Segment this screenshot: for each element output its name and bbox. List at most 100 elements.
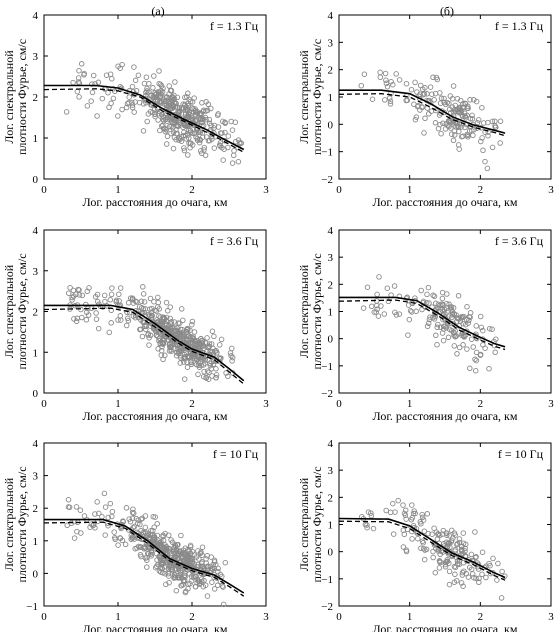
data-point (144, 564, 150, 570)
data-point (432, 90, 439, 97)
x-tick-label: 2 (478, 611, 484, 623)
data-point (109, 285, 115, 291)
data-point (94, 291, 101, 298)
data-point (211, 122, 218, 129)
chart-panel-a2: 0 1 2 3 4 0 1 2 3 Лог. расстояния до очага, км Лог… (2, 225, 269, 423)
data-point (160, 533, 166, 540)
data-point (198, 362, 204, 369)
data-point (440, 120, 446, 127)
data-point (117, 285, 124, 291)
data-point (420, 91, 427, 98)
data-point (189, 321, 195, 328)
chart-panel-b1: −2 −1 0 1 2 3 4 0 1 2 3 Лог. расстояния до очага, к… (297, 10, 554, 209)
x-tick-label: 0 (336, 184, 342, 196)
data-point (172, 550, 179, 557)
x-tick-label: 0 (41, 398, 47, 410)
data-point (156, 80, 162, 87)
data-point (482, 158, 488, 165)
data-point (183, 328, 190, 335)
data-point (73, 504, 80, 510)
data-point (455, 293, 462, 299)
data-point (179, 575, 185, 581)
x-axis-label: Лог. расстояния до очага, км (83, 622, 228, 632)
data-point (438, 548, 445, 554)
data-point (101, 490, 108, 497)
data-point (79, 292, 86, 299)
data-point (215, 111, 221, 117)
data-point (489, 118, 496, 125)
data-point (168, 537, 174, 543)
data-point (489, 326, 495, 332)
data-point (155, 117, 161, 123)
x-tick-label: 1 (115, 398, 121, 410)
data-point (495, 560, 501, 567)
data-point (89, 89, 96, 96)
data-point (156, 320, 163, 327)
data-point (395, 497, 401, 504)
panel-header-b: (б) (440, 4, 454, 18)
data-point (483, 574, 489, 581)
x-axis-label: Лог. расстояния до очага, км (373, 195, 518, 209)
data-point (230, 152, 237, 159)
data-point (173, 554, 179, 560)
data-point (197, 136, 203, 143)
data-point (390, 81, 396, 88)
data-point (155, 333, 161, 340)
y-tick-label: 0 (328, 334, 334, 346)
data-point (209, 328, 216, 334)
data-point (490, 555, 496, 562)
data-point (403, 516, 409, 522)
data-point (217, 142, 223, 148)
data-point (170, 125, 176, 131)
data-point (139, 333, 146, 340)
y-tick-label: 1 (33, 347, 39, 359)
y-tick-label: −2 (321, 388, 333, 400)
data-point (460, 101, 466, 107)
data-point (108, 320, 114, 326)
data-point (382, 97, 388, 103)
data-point (498, 595, 505, 601)
data-point (422, 115, 428, 122)
data-point (409, 309, 415, 315)
data-point (360, 305, 367, 311)
data-point (211, 333, 217, 340)
data-point (131, 109, 137, 115)
data-point (410, 510, 417, 517)
data-point (466, 317, 472, 323)
data-point (464, 303, 470, 310)
data-point (160, 336, 166, 342)
y-axis-label: плотности Фурье, см/с (310, 253, 324, 369)
data-point (204, 566, 211, 573)
data-point (229, 127, 236, 133)
data-point (193, 109, 199, 115)
data-point (214, 582, 221, 589)
data-point (144, 557, 150, 563)
data-point (426, 300, 432, 306)
data-point (137, 544, 144, 550)
data-point (140, 319, 147, 326)
y-axis-label: Лог. спектральной (297, 264, 311, 358)
data-point (414, 89, 420, 95)
data-point (125, 300, 132, 306)
data-point (185, 152, 191, 158)
data-point (460, 530, 467, 536)
data-point (73, 291, 79, 298)
data-point (383, 80, 390, 87)
data-point (126, 94, 132, 100)
data-point (133, 515, 140, 522)
data-point (418, 287, 424, 294)
model-curve-solid (338, 517, 506, 579)
plot-frame (43, 442, 267, 607)
data-point (441, 95, 447, 102)
data-point (195, 354, 202, 360)
data-point (436, 532, 443, 539)
data-point (119, 106, 125, 113)
y-tick-label: 4 (33, 225, 39, 237)
data-point (424, 291, 430, 298)
y-axis-label: Лог. спектральной (2, 477, 16, 571)
data-point (130, 524, 136, 531)
data-point (229, 358, 235, 364)
data-point (456, 536, 463, 542)
data-point (189, 105, 195, 111)
data-point (229, 354, 236, 361)
